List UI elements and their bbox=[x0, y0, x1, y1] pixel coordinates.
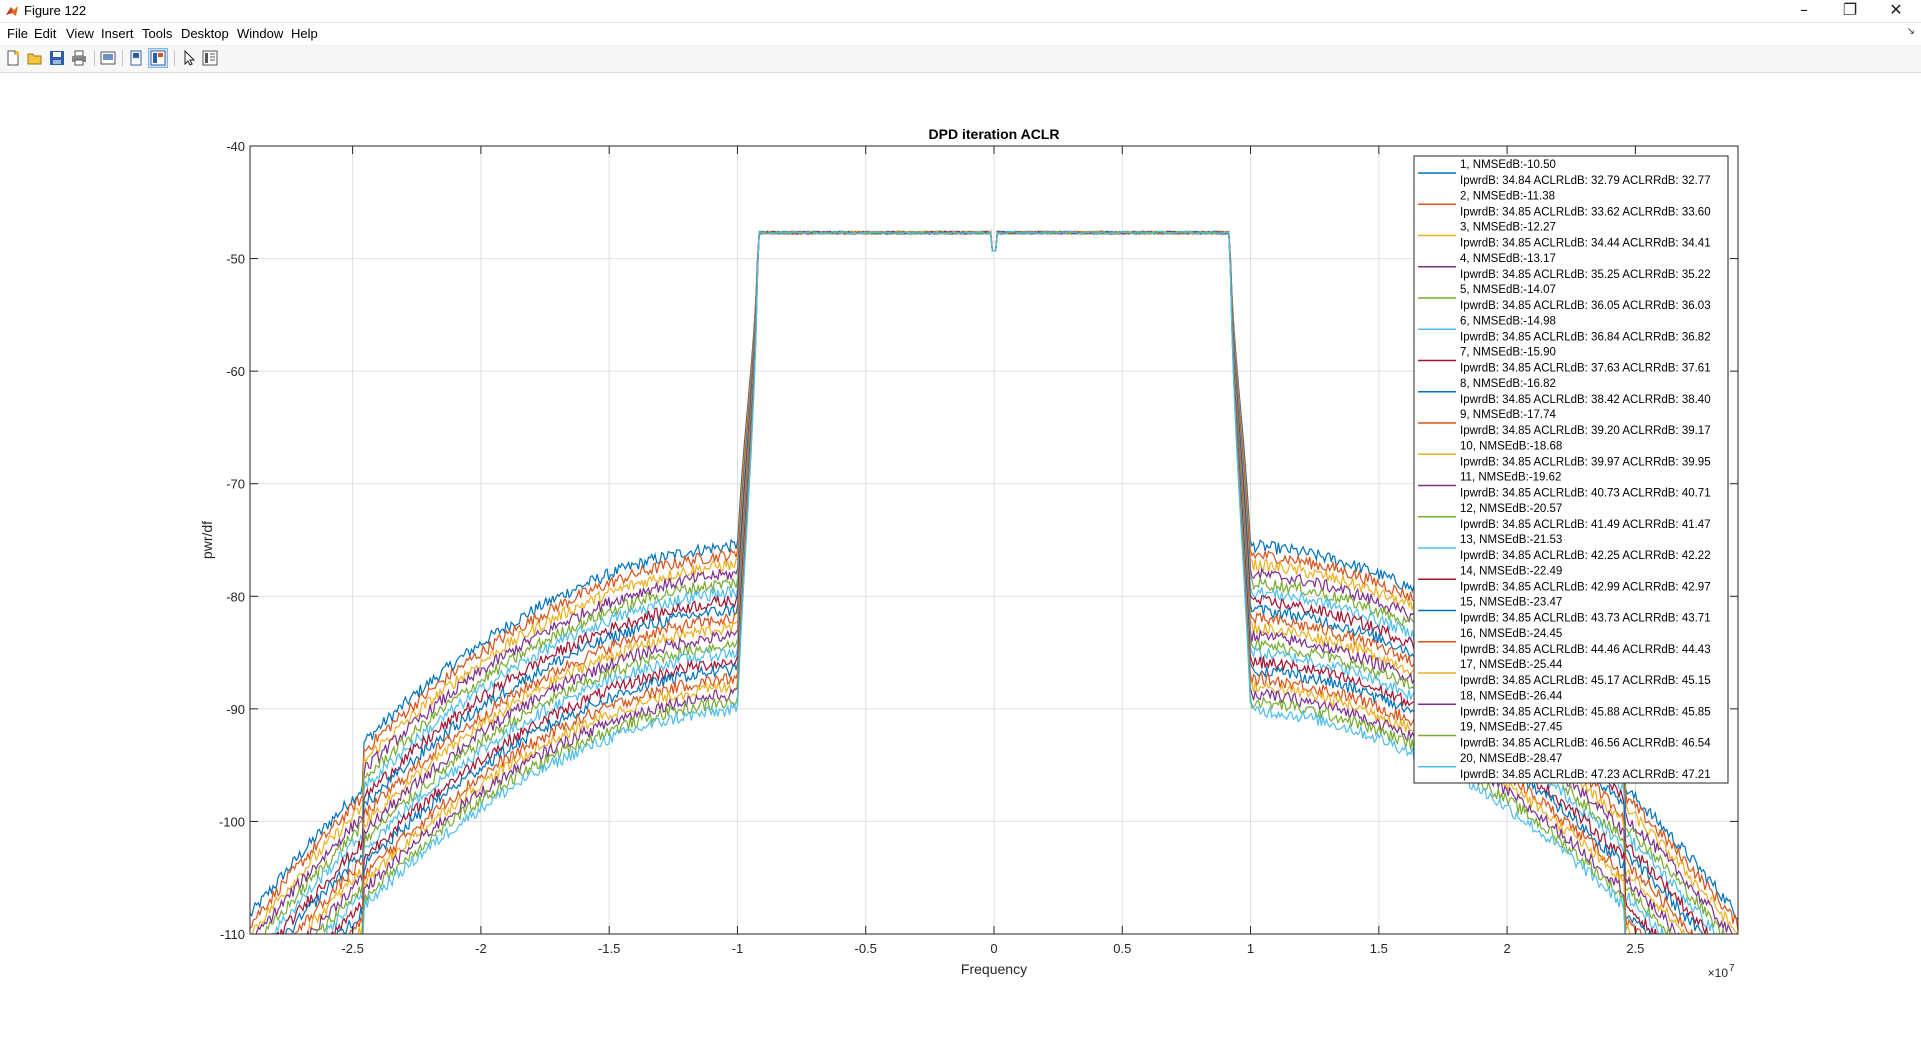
legend-detail-6: IpwrdB: 34.85 ACLRLdB: 36.84 ACLRRdB: 36… bbox=[1460, 331, 1711, 343]
restore-button[interactable]: ❐ bbox=[1842, 0, 1858, 19]
legend-detail-19: IpwrdB: 34.85 ACLRLdB: 46.56 ACLRRdB: 46… bbox=[1460, 738, 1711, 750]
legend-label-15: 15, NMSEdB:-23.47 bbox=[1460, 597, 1562, 609]
menu-view[interactable]: View bbox=[66, 26, 94, 41]
window-titlebar: Figure 122 – ❐ ✕ bbox=[0, 0, 1921, 23]
hide-plot-tools-icon[interactable] bbox=[127, 49, 145, 67]
legend-detail-20: IpwrdB: 34.85 ACLRLdB: 47.23 ACLRRdB: 47… bbox=[1460, 769, 1711, 781]
menu-help[interactable]: Help bbox=[291, 26, 318, 41]
y-tick-label: -40 bbox=[226, 139, 245, 154]
legend-detail-18: IpwrdB: 34.85 ACLRLdB: 45.88 ACLRRdB: 45… bbox=[1460, 706, 1711, 718]
dock-figure-icon[interactable]: ↘ bbox=[1906, 26, 1915, 37]
x-tick-label: 0 bbox=[990, 941, 997, 956]
y-tick-label: -70 bbox=[226, 477, 245, 492]
print-icon[interactable] bbox=[70, 49, 88, 67]
legend-detail-7: IpwrdB: 34.85 ACLRLdB: 37.63 ACLRRdB: 37… bbox=[1460, 363, 1711, 375]
minimize-button[interactable]: – bbox=[1800, 0, 1808, 19]
legend-label-17: 17, NMSEdB:-25.44 bbox=[1460, 659, 1563, 671]
legend-label-3: 3, NMSEdB:-12.27 bbox=[1460, 222, 1556, 234]
figure-toolbar bbox=[0, 46, 1921, 73]
legend-label-10: 10, NMSEdB:-18.68 bbox=[1460, 440, 1562, 452]
menu-desktop[interactable]: Desktop bbox=[181, 26, 229, 41]
menu-tools[interactable]: Tools bbox=[142, 26, 173, 41]
x-tick-label: 2.5 bbox=[1626, 941, 1644, 956]
y-tick-label: -50 bbox=[226, 252, 245, 267]
figure-canvas: -2.5 -2 -1.5 -1 -0.5 0 0.5 1 1.5 2 2.5 -110 -100 -90 -… bbox=[0, 73, 1921, 1041]
menu-edit[interactable]: Edit bbox=[34, 26, 57, 41]
legend-label-5: 5, NMSEdB:-14.07 bbox=[1460, 284, 1556, 296]
legend-box bbox=[1413, 155, 1729, 784]
link-plot-icon[interactable] bbox=[99, 49, 117, 67]
legend-detail-15: IpwrdB: 34.85 ACLRLdB: 43.73 ACLRRdB: 43… bbox=[1460, 613, 1711, 625]
legend-detail-10: IpwrdB: 34.85 ACLRLdB: 39.97 ACLRRdB: 39… bbox=[1460, 456, 1711, 468]
x-tick-label: -1.5 bbox=[598, 941, 620, 956]
toolbar-separator bbox=[94, 50, 95, 66]
legend-label-20: 20, NMSEdB:-28.47 bbox=[1460, 753, 1562, 765]
legend-detail-13: IpwrdB: 34.85 ACLRLdB: 42.25 ACLRRdB: 42… bbox=[1460, 550, 1711, 562]
menu-bar: File Edit View Insert Tools Desktop Wind… bbox=[0, 23, 1921, 45]
y-tick-label: -90 bbox=[226, 702, 245, 717]
legend-detail-9: IpwrdB: 34.85 ACLRLdB: 39.20 ACLRRdB: 39… bbox=[1460, 425, 1711, 437]
legend-detail-2: IpwrdB: 34.85 ACLRLdB: 33.62 ACLRRdB: 33… bbox=[1460, 206, 1711, 218]
show-plot-tools-icon[interactable] bbox=[148, 48, 168, 68]
legend-label-12: 12, NMSEdB:-20.57 bbox=[1460, 503, 1562, 515]
new-figure-icon[interactable] bbox=[4, 49, 22, 67]
edit-plot-pointer-icon[interactable] bbox=[180, 49, 198, 67]
x-tick-label: 0.5 bbox=[1113, 941, 1131, 956]
y-axis-label: pwr/df bbox=[199, 521, 215, 559]
legend-label-2: 2, NMSEdB:-11.38 bbox=[1460, 190, 1555, 202]
legend-label-16: 16, NMSEdB:-24.45 bbox=[1460, 628, 1562, 640]
chart-legend: 1, NMSEdB:-10.50 IpwrdB: 34.84 ACLRLdB: 3… bbox=[1413, 155, 1729, 784]
window-title: Figure 122 bbox=[24, 3, 87, 18]
toolbar-separator bbox=[174, 50, 175, 66]
chart-title: DPD iteration ACLR bbox=[929, 126, 1060, 142]
x-tick-label: 1.5 bbox=[1370, 941, 1388, 956]
aclr-chart[interactable]: -2.5 -2 -1.5 -1 -0.5 0 0.5 1 1.5 2 2.5 -110 -100 -90 -… bbox=[0, 73, 1921, 1041]
legend-label-18: 18, NMSEdB:-26.44 bbox=[1460, 690, 1563, 702]
toolbar-separator bbox=[122, 50, 123, 66]
x-axis-label: Frequency bbox=[961, 961, 1027, 977]
legend-label-19: 19, NMSEdB:-27.45 bbox=[1460, 722, 1562, 734]
x-exponent-power: 7 bbox=[1729, 963, 1735, 974]
series-line-20 bbox=[362, 230, 1626, 934]
legend-label-6: 6, NMSEdB:-14.98 bbox=[1460, 315, 1556, 327]
x-tick-label: 1 bbox=[1247, 941, 1254, 956]
legend-label-8: 8, NMSEdB:-16.82 bbox=[1460, 378, 1556, 390]
menu-file[interactable]: File bbox=[7, 26, 28, 41]
legend-detail-16: IpwrdB: 34.85 ACLRLdB: 44.46 ACLRRdB: 44… bbox=[1460, 644, 1711, 656]
close-button[interactable]: ✕ bbox=[1889, 0, 1903, 19]
legend-detail-3: IpwrdB: 34.85 ACLRLdB: 34.44 ACLRRdB: 34… bbox=[1460, 238, 1711, 250]
legend-label-14: 14, NMSEdB:-22.49 bbox=[1460, 565, 1562, 577]
save-icon[interactable] bbox=[48, 49, 66, 67]
y-tick-label: -110 bbox=[220, 927, 245, 942]
legend-label-13: 13, NMSEdB:-21.53 bbox=[1460, 534, 1562, 546]
x-tick-label: -0.5 bbox=[855, 941, 877, 956]
legend-detail-14: IpwrdB: 34.85 ACLRLdB: 42.99 ACLRRdB: 42… bbox=[1460, 581, 1711, 593]
x-tick-label: 2 bbox=[1503, 941, 1510, 956]
menu-window[interactable]: Window bbox=[237, 26, 284, 41]
menu-insert[interactable]: Insert bbox=[101, 26, 134, 41]
legend-label-11: 11, NMSEdB:-19.62 bbox=[1460, 472, 1561, 484]
property-inspector-icon[interactable] bbox=[201, 49, 219, 67]
x-exponent-base: ×10 bbox=[1708, 966, 1729, 980]
legend-detail-5: IpwrdB: 34.85 ACLRLdB: 36.05 ACLRRdB: 36… bbox=[1460, 300, 1711, 312]
legend-label-4: 4, NMSEdB:-13.17 bbox=[1460, 253, 1556, 265]
legend-detail-1: IpwrdB: 34.84 ACLRLdB: 32.79 ACLRRdB: 32… bbox=[1460, 175, 1711, 187]
y-tick-label: -100 bbox=[219, 814, 245, 829]
legend-label-7: 7, NMSEdB:-15.90 bbox=[1460, 347, 1556, 359]
x-tick-label: -2 bbox=[475, 941, 487, 956]
y-tick-label: -60 bbox=[226, 364, 245, 379]
y-tick-label: -80 bbox=[226, 589, 245, 604]
legend-label-9: 9, NMSEdB:-17.74 bbox=[1460, 409, 1556, 421]
x-tick-label: -1 bbox=[732, 941, 744, 956]
open-file-icon[interactable] bbox=[26, 49, 44, 67]
x-tick-label: -2.5 bbox=[341, 941, 363, 956]
matlab-logo-icon bbox=[6, 6, 18, 16]
legend-label-1: 1, NMSEdB:-10.50 bbox=[1460, 159, 1556, 171]
legend-detail-12: IpwrdB: 34.85 ACLRLdB: 41.49 ACLRRdB: 41… bbox=[1460, 519, 1711, 531]
legend-detail-17: IpwrdB: 34.85 ACLRLdB: 45.17 ACLRRdB: 45… bbox=[1460, 675, 1711, 687]
legend-detail-8: IpwrdB: 34.85 ACLRLdB: 38.42 ACLRRdB: 38… bbox=[1460, 394, 1711, 406]
legend-detail-4: IpwrdB: 34.85 ACLRLdB: 35.25 ACLRRdB: 35… bbox=[1460, 269, 1711, 281]
legend-detail-11: IpwrdB: 34.85 ACLRLdB: 40.73 ACLRRdB: 40… bbox=[1460, 488, 1711, 500]
